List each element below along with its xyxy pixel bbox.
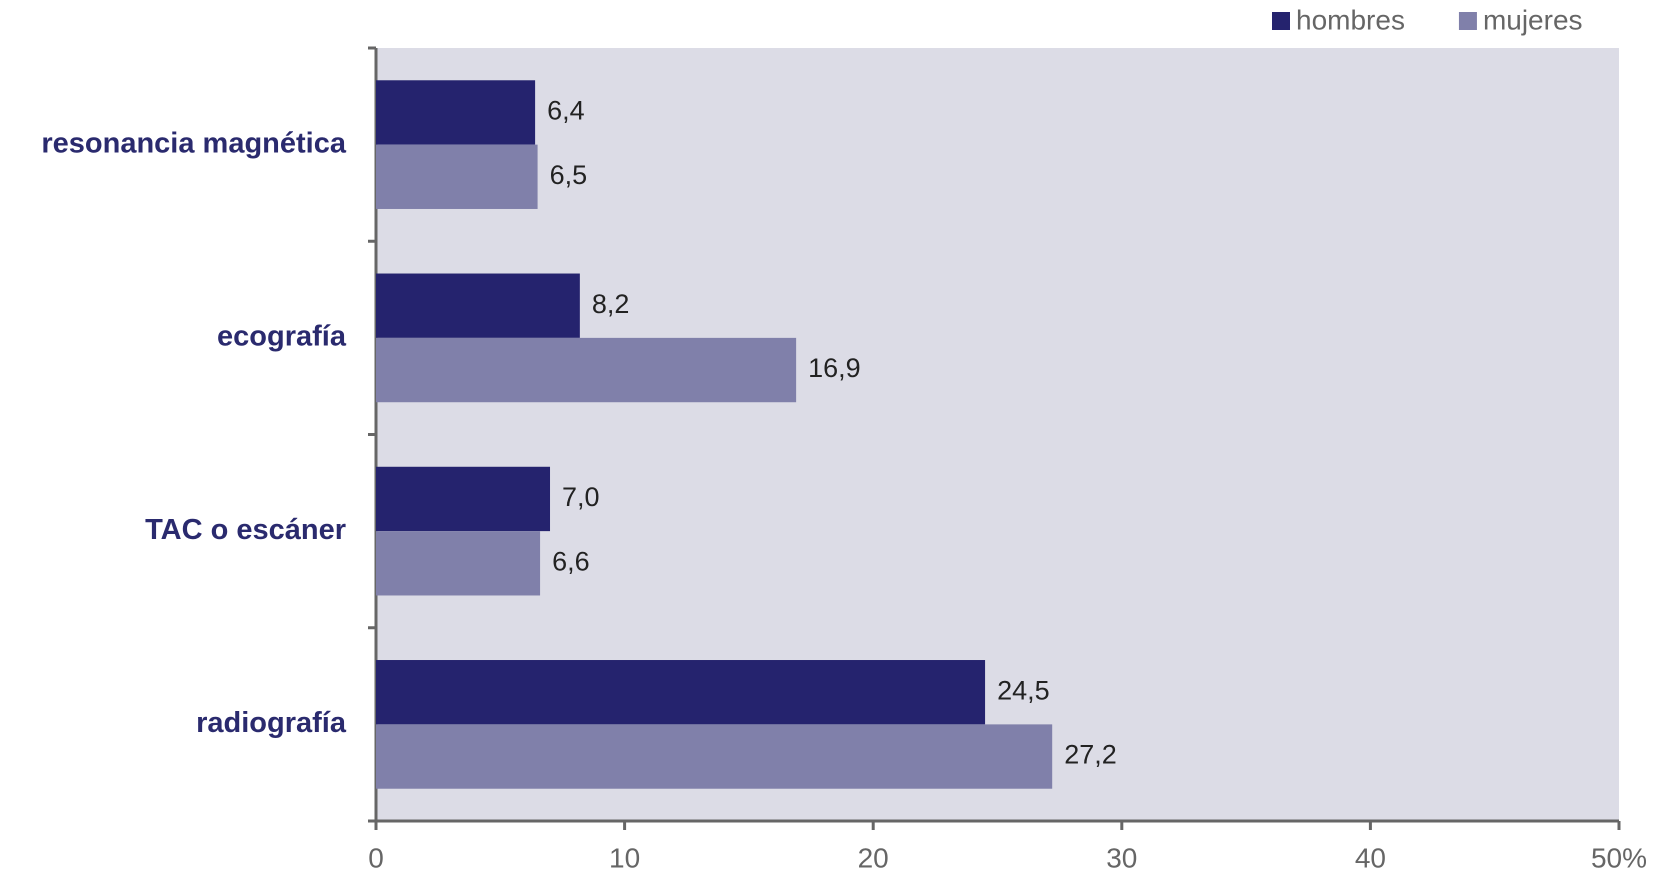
category-label: TAC o escáner (145, 514, 346, 546)
legend-label: hombres (1296, 4, 1405, 35)
x-tick-label: 20 (858, 842, 889, 870)
value-label: 24,5 (997, 675, 1050, 705)
value-label: 7,0 (562, 482, 600, 512)
bar (376, 466, 551, 532)
value-label: 6,4 (547, 96, 585, 126)
value-label: 6,6 (552, 546, 590, 576)
bar (376, 660, 986, 725)
bar (376, 724, 1053, 789)
bar (376, 144, 538, 209)
value-label: 6,5 (550, 160, 588, 190)
legend-label: mujeres (1483, 4, 1583, 35)
legend-swatch (1458, 12, 1477, 30)
x-tick-label: 30 (1106, 842, 1137, 870)
category-label: resonancia magnética (41, 127, 346, 159)
x-tick-label: 0 (368, 842, 384, 870)
bar (376, 273, 580, 338)
x-tick-label: 40 (1355, 842, 1386, 870)
value-label: 16,9 (808, 353, 861, 383)
bar (376, 337, 797, 403)
legend-swatch (1272, 12, 1290, 30)
bar (376, 80, 536, 145)
bar (376, 531, 541, 596)
category-label: ecografía (217, 321, 347, 353)
x-tick-label: 50% (1591, 842, 1647, 870)
value-label: 27,2 (1064, 740, 1117, 770)
value-label: 8,2 (592, 289, 630, 319)
x-tick-label: 10 (609, 842, 640, 870)
category-label: radiografía (196, 707, 347, 739)
